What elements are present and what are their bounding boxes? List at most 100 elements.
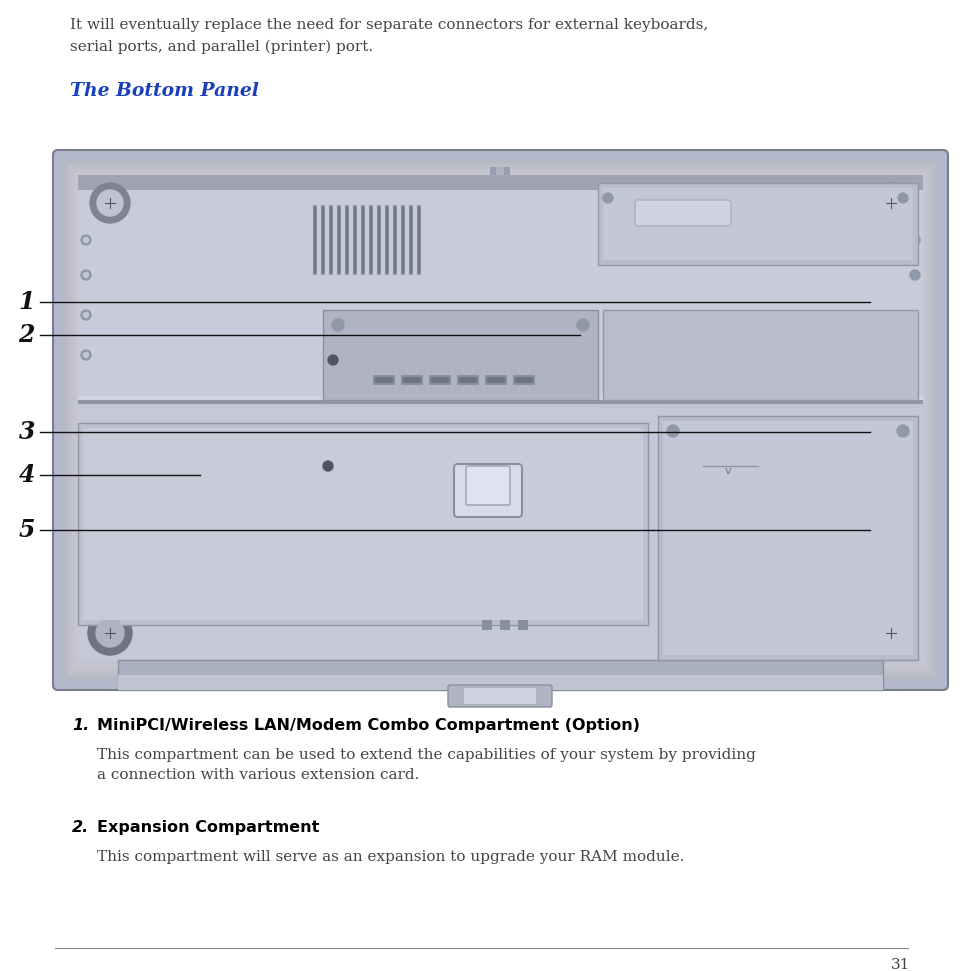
- Bar: [457, 375, 479, 385]
- Bar: [329, 205, 333, 275]
- Bar: [386, 207, 388, 273]
- Bar: [409, 205, 413, 275]
- Bar: [429, 375, 451, 385]
- Bar: [322, 207, 324, 273]
- Bar: [338, 207, 340, 273]
- Text: This compartment can be used to extend the capabilities of your system by provid: This compartment can be used to extend t…: [97, 748, 756, 762]
- Text: This compartment will serve as an expansion to upgrade your RAM module.: This compartment will serve as an expans…: [97, 850, 685, 864]
- Bar: [70, 167, 931, 673]
- Circle shape: [878, 190, 904, 216]
- Bar: [373, 375, 395, 385]
- Bar: [83, 428, 643, 620]
- Bar: [321, 205, 325, 275]
- Circle shape: [84, 313, 89, 318]
- Bar: [361, 205, 365, 275]
- Circle shape: [332, 319, 344, 331]
- Bar: [313, 205, 317, 275]
- FancyBboxPatch shape: [466, 466, 510, 505]
- Bar: [78, 175, 923, 190]
- FancyBboxPatch shape: [53, 150, 948, 690]
- Bar: [431, 377, 449, 383]
- Bar: [78, 423, 648, 625]
- Bar: [78, 175, 923, 400]
- Circle shape: [88, 611, 132, 655]
- Bar: [482, 608, 492, 630]
- Circle shape: [877, 619, 905, 647]
- Bar: [68, 165, 933, 675]
- Bar: [78, 400, 923, 404]
- Bar: [314, 207, 316, 273]
- Text: serial ports, and parallel (printer) port.: serial ports, and parallel (printer) por…: [70, 40, 373, 54]
- Bar: [330, 207, 332, 273]
- Bar: [369, 205, 373, 275]
- Circle shape: [897, 425, 909, 437]
- FancyBboxPatch shape: [635, 200, 731, 226]
- Bar: [417, 205, 421, 275]
- Bar: [118, 675, 883, 690]
- Bar: [78, 408, 923, 660]
- Circle shape: [96, 619, 124, 647]
- Bar: [78, 396, 923, 400]
- Bar: [487, 377, 505, 383]
- Bar: [375, 377, 393, 383]
- Circle shape: [328, 355, 338, 365]
- Circle shape: [577, 319, 589, 331]
- Bar: [323, 310, 598, 400]
- Bar: [515, 377, 533, 383]
- Bar: [385, 205, 389, 275]
- Bar: [64, 161, 937, 679]
- Circle shape: [603, 193, 613, 203]
- Text: Expansion Compartment: Expansion Compartment: [97, 820, 320, 835]
- Circle shape: [81, 310, 91, 320]
- Text: 2: 2: [18, 323, 35, 347]
- Circle shape: [81, 270, 91, 280]
- Bar: [598, 183, 918, 265]
- Circle shape: [84, 352, 89, 357]
- Bar: [403, 377, 421, 383]
- Bar: [72, 169, 929, 671]
- Bar: [663, 421, 913, 655]
- Circle shape: [90, 183, 130, 223]
- Circle shape: [898, 193, 908, 203]
- FancyBboxPatch shape: [464, 688, 536, 704]
- Bar: [658, 416, 918, 660]
- Bar: [74, 171, 927, 669]
- Circle shape: [84, 273, 89, 278]
- Text: It will eventually replace the need for separate connectors for external keyboar: It will eventually replace the need for …: [70, 18, 708, 32]
- Circle shape: [323, 461, 333, 471]
- Bar: [603, 310, 918, 400]
- Circle shape: [81, 235, 91, 245]
- Bar: [354, 207, 356, 273]
- Text: a connection with various extension card.: a connection with various extension card…: [97, 768, 419, 782]
- Bar: [401, 375, 423, 385]
- Bar: [410, 207, 412, 273]
- FancyBboxPatch shape: [448, 685, 552, 707]
- Circle shape: [667, 425, 679, 437]
- Bar: [418, 207, 420, 273]
- Bar: [401, 205, 405, 275]
- Text: 5: 5: [18, 518, 35, 542]
- Bar: [496, 167, 504, 175]
- Bar: [459, 377, 477, 383]
- Circle shape: [84, 238, 89, 243]
- Bar: [513, 375, 535, 385]
- Bar: [345, 205, 349, 275]
- Bar: [346, 207, 348, 273]
- Circle shape: [869, 611, 913, 655]
- Text: 31: 31: [891, 958, 910, 971]
- Bar: [394, 207, 396, 273]
- Bar: [370, 207, 372, 273]
- Circle shape: [871, 183, 911, 223]
- Text: MiniPCI/Wireless LAN/Modem Combo Compartment (Option): MiniPCI/Wireless LAN/Modem Combo Compart…: [97, 718, 640, 733]
- Bar: [337, 205, 341, 275]
- Bar: [362, 207, 364, 273]
- Bar: [490, 167, 510, 175]
- Bar: [485, 375, 507, 385]
- Text: 1: 1: [18, 290, 35, 314]
- Text: 2.: 2.: [72, 820, 90, 835]
- Bar: [402, 207, 404, 273]
- Text: 3: 3: [18, 420, 35, 444]
- Text: 1.: 1.: [72, 718, 90, 733]
- Bar: [118, 660, 883, 690]
- Bar: [78, 175, 923, 665]
